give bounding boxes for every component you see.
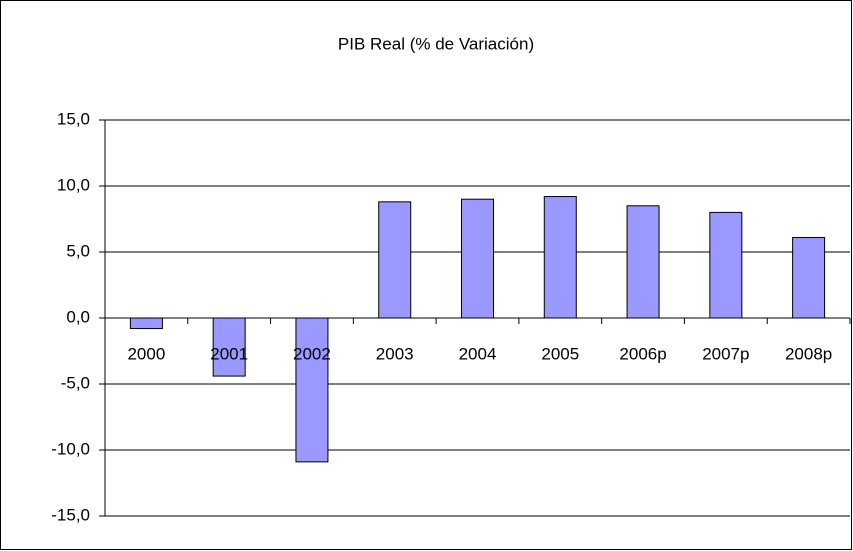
- y-tick-label: -10,0: [51, 439, 90, 458]
- bar: [461, 198, 494, 319]
- y-tick-label: -15,0: [51, 505, 90, 524]
- x-tick-label: 2001: [210, 344, 248, 363]
- y-tick-label: 0,0: [66, 307, 90, 326]
- bar: [543, 196, 577, 319]
- x-tick-label: 2005: [541, 344, 579, 363]
- x-tick-label: 2003: [376, 344, 414, 363]
- x-tick-label: 2006p: [619, 344, 666, 363]
- x-tick-label: 2000: [127, 344, 165, 363]
- y-tick-label: 5,0: [66, 241, 90, 260]
- bar: [626, 205, 660, 319]
- x-tick-label: 2004: [459, 344, 497, 363]
- y-tick-label: 10,0: [57, 175, 90, 194]
- bar: [295, 317, 329, 463]
- y-tick-label: 15,0: [57, 109, 90, 128]
- bar: [709, 211, 743, 319]
- bar: [792, 236, 826, 319]
- bar: [378, 201, 412, 319]
- bar: [129, 317, 163, 330]
- x-tick-label: 2002: [293, 344, 331, 363]
- x-tick-label: 2008p: [785, 344, 832, 363]
- y-tick-label: -5,0: [61, 373, 90, 392]
- x-tick-label: 2007p: [702, 344, 749, 363]
- chart-title: PIB Real (% de Variación): [338, 34, 534, 53]
